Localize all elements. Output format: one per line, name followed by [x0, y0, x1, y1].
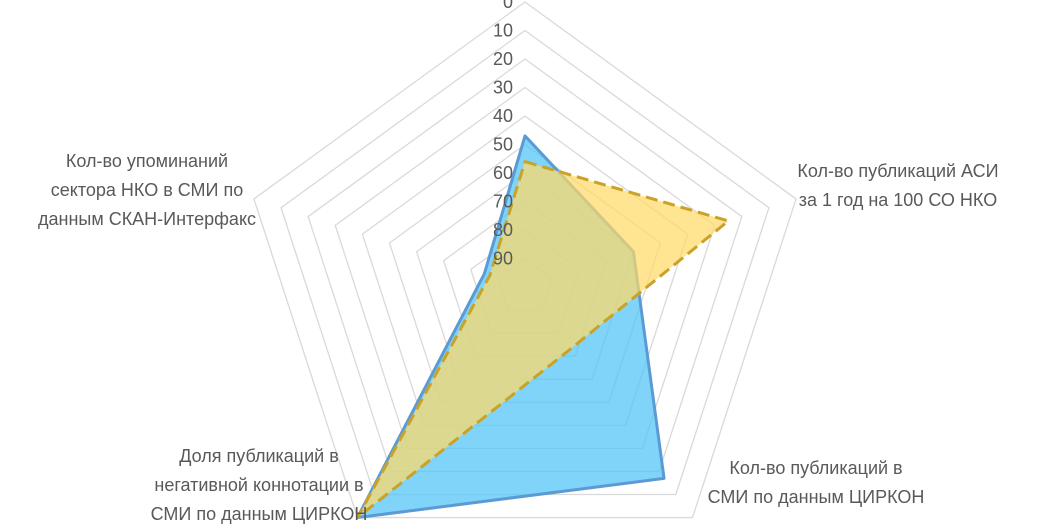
category-label-line: негативной коннотации в [154, 475, 363, 495]
category-label-line: данным СКАН-Интерфакс [38, 209, 256, 229]
category-label: Кол-во публикаций АСИ за 1 год на 100 СО … [797, 161, 998, 210]
radar-tick-labels: 0 10 20 30 40 50 60 70 80 90 [493, 0, 513, 269]
tick-label: 50 [493, 135, 513, 155]
radar-series [355, 134, 730, 520]
category-label: Кол-во упоминаний сектора НКО в СМИ по дан… [38, 151, 256, 229]
category-label-line: Доля публикаций в [179, 446, 339, 466]
category-label-line: Кол-во публикаций в [729, 458, 902, 478]
tick-label: 10 [493, 21, 513, 41]
category-label: Кол-во публикаций в СМИ по данным ЦИРКОН [708, 458, 925, 507]
category-label-line: Кол-во публикаций АСИ [797, 161, 998, 181]
tick-label: 60 [493, 163, 513, 183]
tick-label: 80 [493, 220, 513, 240]
category-label-line: сектора НКО в СМИ по [51, 180, 244, 200]
tick-label: 0 [503, 0, 513, 12]
grid-ring [253, 1, 797, 519]
tick-label: 40 [493, 106, 513, 126]
radar-category-labels: Кол-во публикаций АСИ за 1 год на 100 СО … [38, 151, 999, 524]
category-label-line: за 1 год на 100 СО НКО [799, 190, 997, 210]
tick-label: 20 [493, 49, 513, 69]
category-label: Доля публикаций в негативной коннотации в… [151, 446, 368, 524]
category-label-line: СМИ по данным ЦИРКОН [708, 487, 925, 507]
category-label-line: СМИ по данным ЦИРКОН [151, 504, 368, 524]
tick-label: 90 [493, 249, 513, 269]
tick-label: 70 [493, 192, 513, 212]
category-label-line: Кол-во упоминаний [66, 151, 228, 171]
tick-label: 30 [493, 78, 513, 98]
radar-series-2 [355, 160, 730, 520]
